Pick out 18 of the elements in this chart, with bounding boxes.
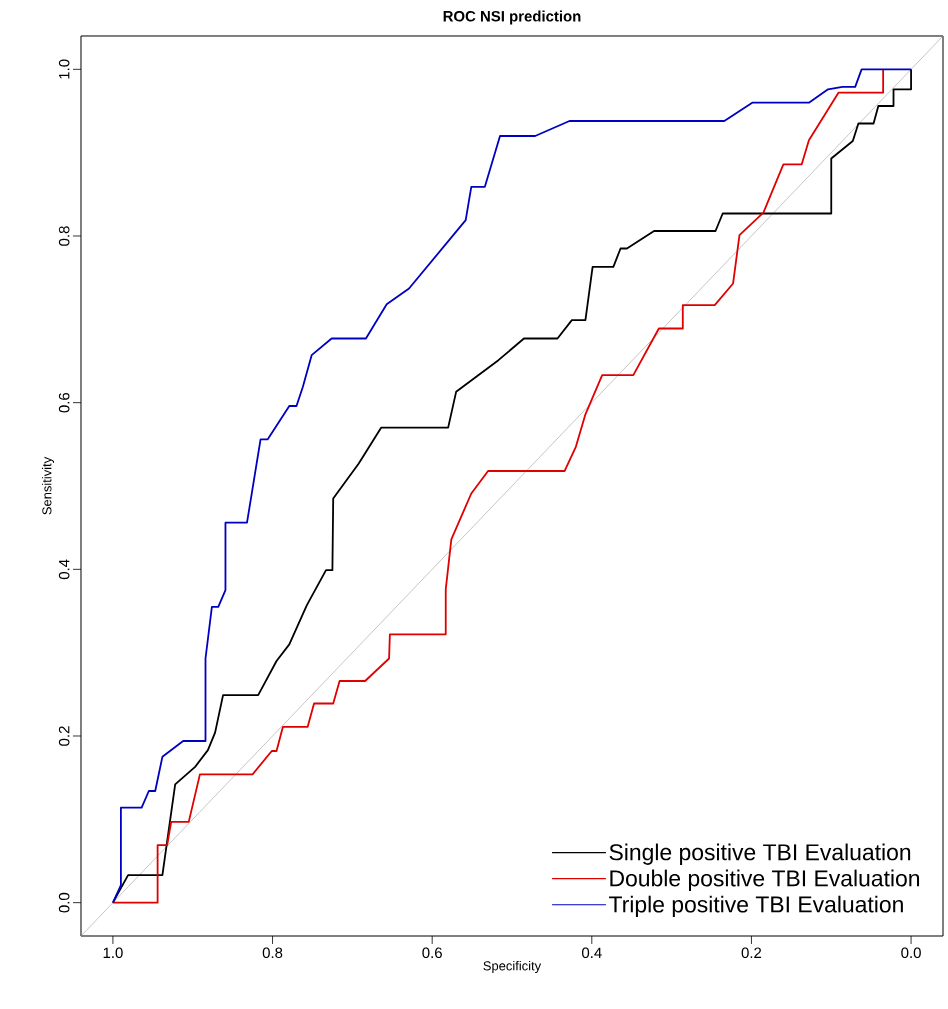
x-tick-label: 0.0 [901, 947, 921, 959]
x-axis-title: Specificity [483, 960, 542, 974]
y-tick-label: 0.4 [58, 559, 70, 580]
chart-title: ROC NSI prediction [443, 10, 581, 25]
x-tick-label: 0.8 [262, 947, 283, 959]
legend-label: Single positive TBI Evaluation [609, 843, 911, 865]
y-tick-label: 0.0 [58, 892, 70, 913]
y-axis-title: Sensitivity [41, 456, 55, 515]
legend-label: Double positive TBI Evaluation [610, 869, 920, 891]
x-tick-label: 0.2 [741, 947, 762, 959]
y-tick-label: 1.0 [58, 59, 70, 79]
y-tick-label: 0.8 [58, 226, 70, 246]
legend-label: Triple positive TBI Evaluation [609, 895, 903, 918]
x-tick-label: 0.6 [422, 947, 442, 959]
x-tick-label: 1.0 [103, 947, 123, 959]
x-tick-label: 0.4 [582, 947, 602, 959]
y-tick-label: 0.2 [58, 726, 70, 746]
y-tick-label: 0.6 [58, 392, 70, 413]
